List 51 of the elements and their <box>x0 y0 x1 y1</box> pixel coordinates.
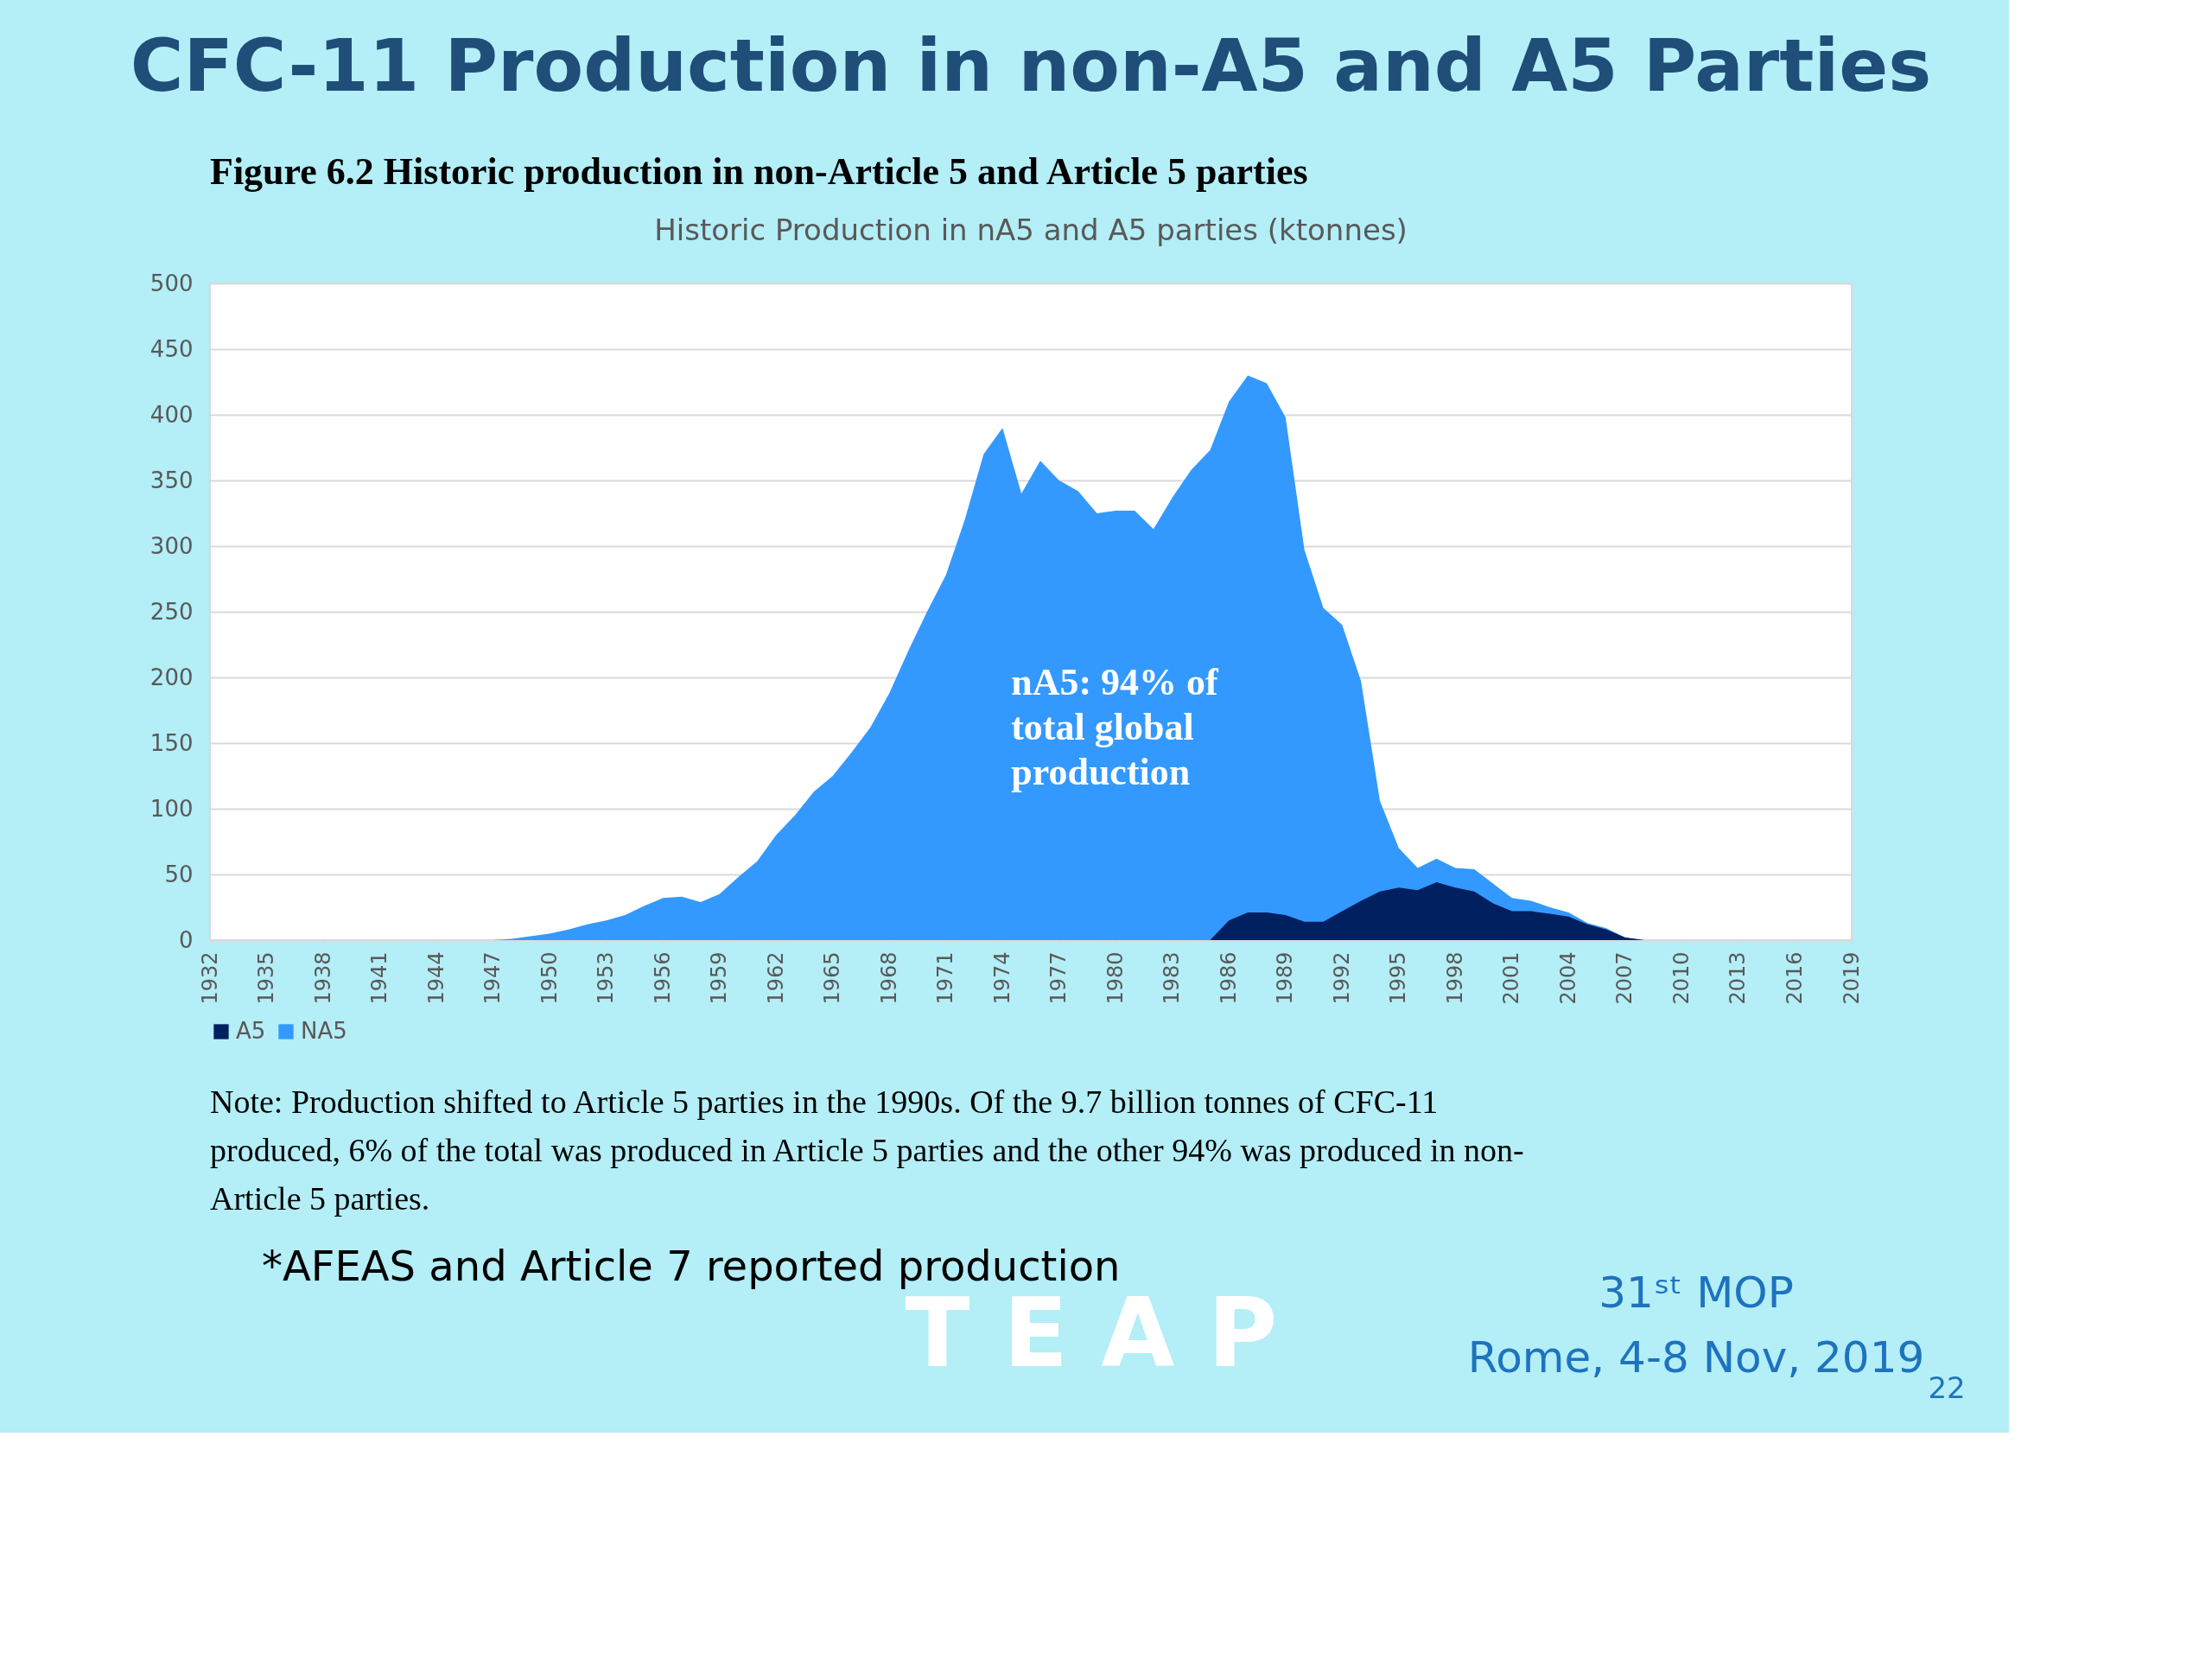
x-tick-label: 1938 <box>310 951 335 1005</box>
x-tick-label: 1986 <box>1216 951 1241 1005</box>
text: Note: Production shifted to Article 5 parties in the 1990s. Of the 9.7 billion tonnes of CFC-11 produced, 6% of the total was produced in Article 5 parties and the other 94% was produced in non- Article 5 parties. <box>210 1084 1524 1217</box>
x-tick-label: 1992 <box>1329 951 1354 1005</box>
x-tick-label: 1998 <box>1442 951 1467 1005</box>
x-tick-label: 1968 <box>876 951 901 1005</box>
y-tick-label: 150 <box>149 729 194 756</box>
x-tick-label: 2004 <box>1555 951 1580 1005</box>
y-tick-label: 0 <box>178 926 194 953</box>
x-tick-label: 1962 <box>763 951 788 1005</box>
legend-label: NA5 <box>301 1018 347 1044</box>
x-tick-label: 1971 <box>933 951 958 1005</box>
x-tick-label: 1983 <box>1160 951 1185 1005</box>
x-tick-label: 1935 <box>254 951 279 1005</box>
x-tick-label: 1932 <box>197 951 222 1005</box>
x-tick-label: 1974 <box>989 951 1014 1005</box>
x-tick-label: 2013 <box>1726 951 1751 1005</box>
x-tick-label: 1989 <box>1273 951 1298 1005</box>
x-tick-label: 1944 <box>423 951 448 1005</box>
x-tick-label: 1953 <box>594 951 619 1005</box>
y-tick-label: 400 <box>149 401 194 428</box>
text: CFC-11 Production in non-A5 and A5 Parties <box>130 23 1932 108</box>
annotation: nA5: 94% of total global production <box>1011 660 1220 793</box>
x-tick-label: 1947 <box>480 951 505 1005</box>
x-tick-label: 1965 <box>820 951 845 1005</box>
x-tick-label: 2019 <box>1839 951 1864 1005</box>
y-tick-label: 350 <box>149 467 194 493</box>
y-tick-label: 500 <box>149 270 194 296</box>
caption: Figure 6.2 Historic production in non-Article 5 and Article 5 parties <box>210 150 1308 193</box>
x-tick-label: 1977 <box>1046 951 1071 1005</box>
y-tick-label: 300 <box>149 532 194 559</box>
x-tick-label: 1956 <box>650 951 675 1005</box>
x-tick-label: 1959 <box>707 951 732 1005</box>
x-tick-label: 1941 <box>367 951 392 1005</box>
x-tick-label: 2007 <box>1612 951 1637 1005</box>
text: 31ˢᵗ MOP <box>1599 1268 1794 1318</box>
text: Rome, 4-8 Nov, 2019 <box>1467 1332 1925 1382</box>
y-tick-label: 200 <box>149 664 194 690</box>
x-tick-label: 1980 <box>1103 951 1128 1005</box>
x-tick-label: 1950 <box>537 951 562 1005</box>
text: 22 <box>1928 1370 1966 1405</box>
x-tick-label: 2016 <box>1782 951 1807 1005</box>
chart-title: Historic Production in nA5 and A5 parties (ktonnes) <box>654 213 1408 247</box>
x-tick-label: 1995 <box>1386 951 1411 1005</box>
x-tick-label: 2010 <box>1669 951 1694 1005</box>
y-tick-label: 450 <box>149 335 194 362</box>
legend-label: A5 <box>236 1018 266 1044</box>
y-tick-label: 250 <box>149 598 194 625</box>
x-tick-label: 2001 <box>1499 951 1524 1005</box>
y-tick-label: 50 <box>164 861 194 887</box>
y-tick-label: 100 <box>149 795 194 822</box>
